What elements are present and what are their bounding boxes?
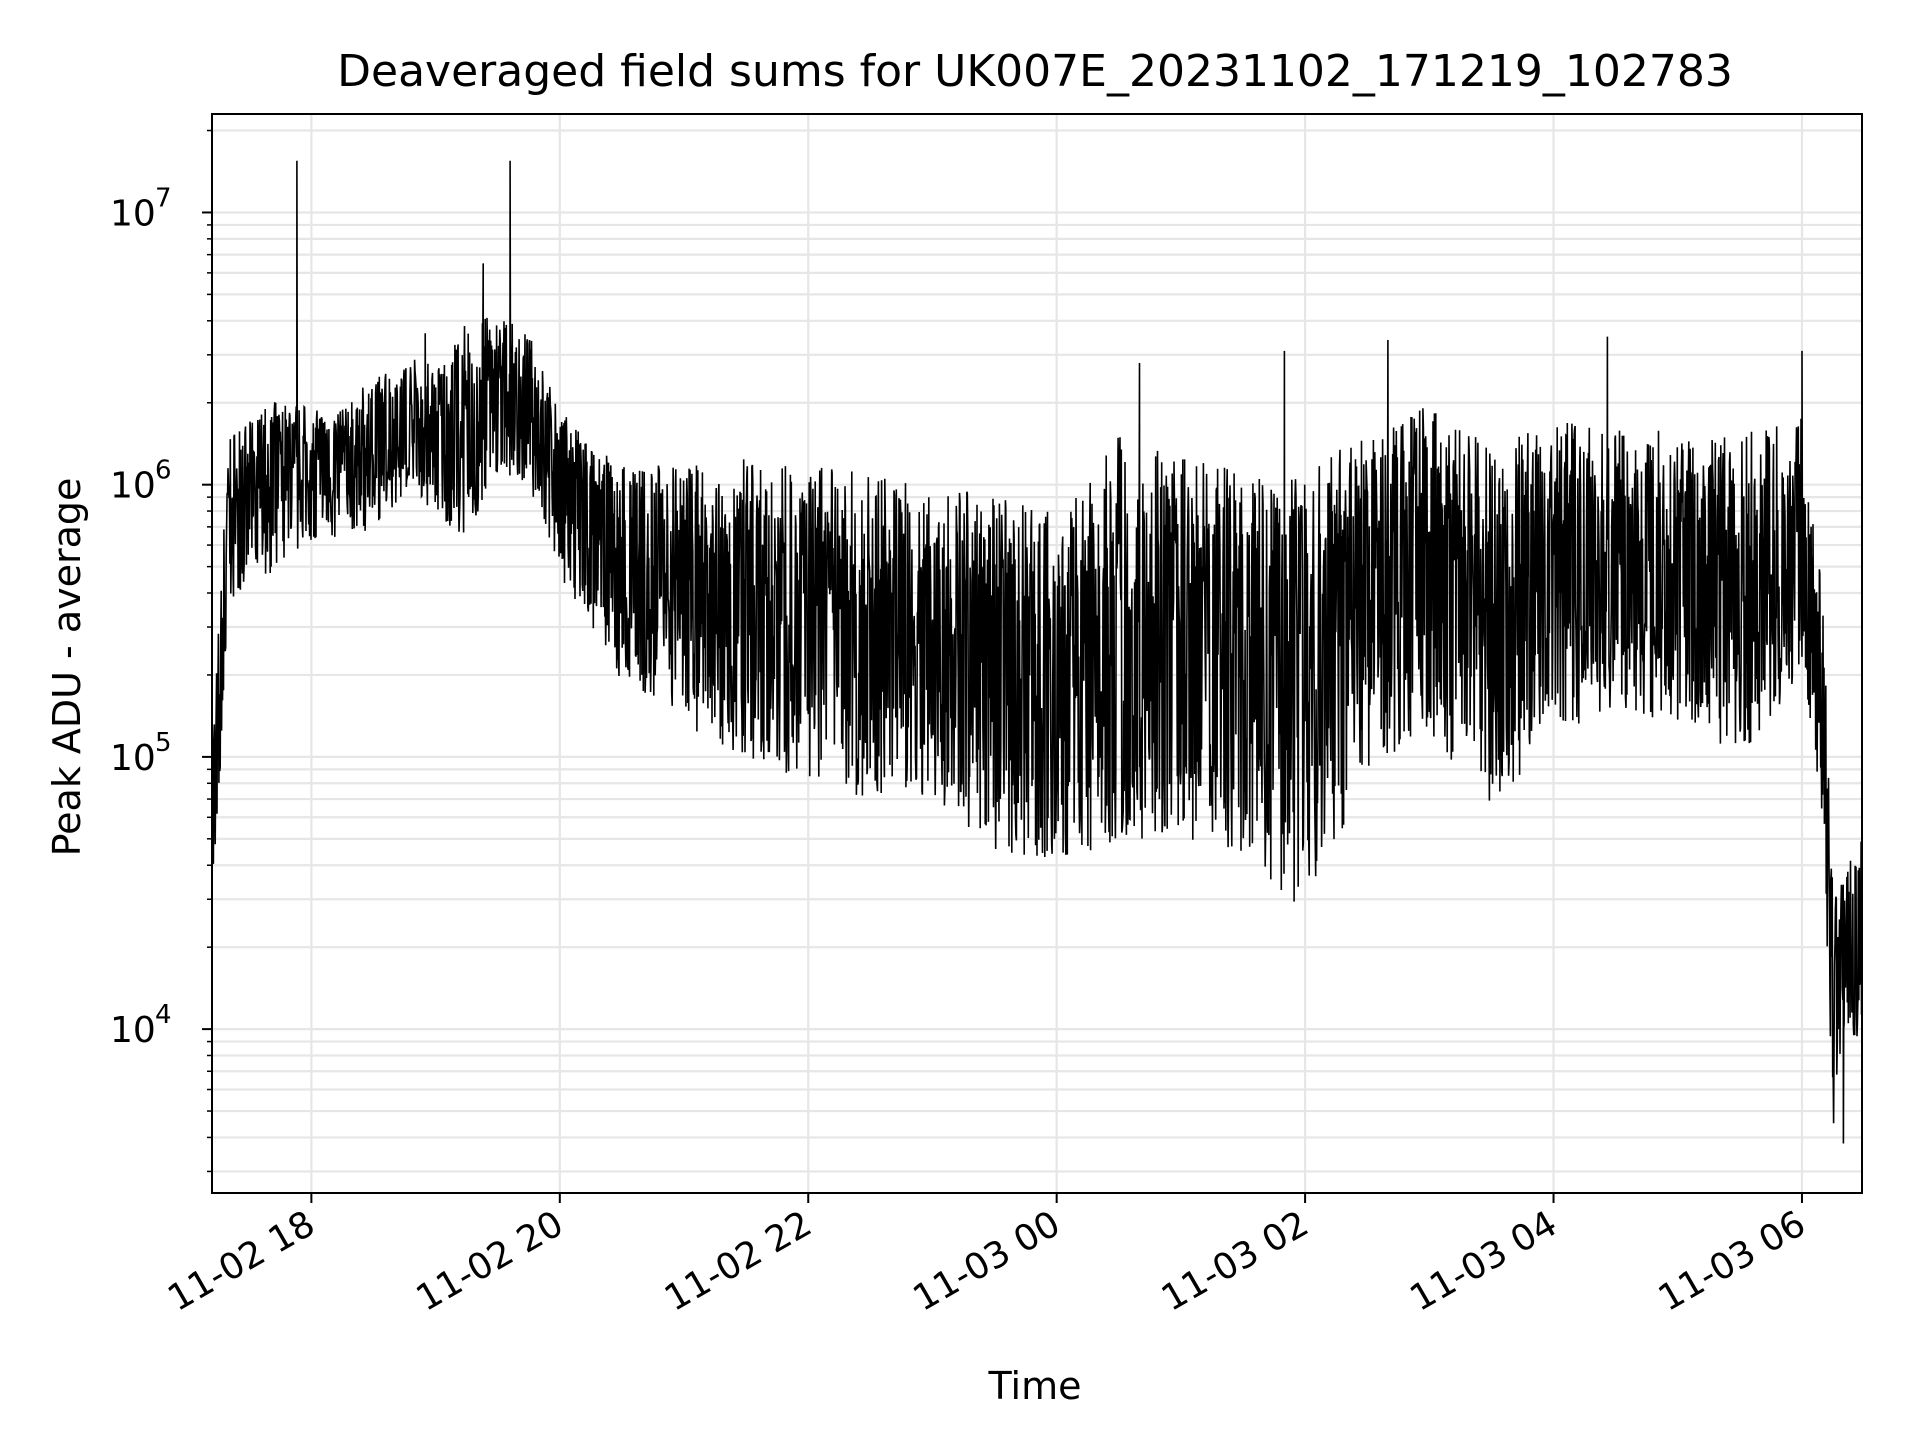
y-axis-label: Peak ADU - average [45,478,89,857]
y-tick-exponent: 6 [155,456,172,486]
y-tick-label: 10 4 [110,1000,172,1051]
y-tick-base: 10 [110,466,156,507]
y-tick-exponent: 5 [155,728,172,758]
y-tick-label: 10 7 [110,183,172,234]
y-tick-base: 10 [110,193,156,234]
y-tick-exponent: 7 [155,183,172,213]
y-tick-base: 10 [110,738,156,779]
y-tick-label: 10 5 [110,728,172,779]
chart-title: Deaveraged field sums for UK007E_2023110… [337,46,1733,97]
y-tick-base: 10 [110,1010,156,1051]
y-tick-label: 10 6 [110,456,172,507]
data-series [211,160,1863,1144]
y-tick-exponent: 4 [155,1000,172,1030]
plot-frame [211,113,1863,1194]
series-line [211,160,1863,1144]
x-axis-label: Time [988,1364,1082,1408]
